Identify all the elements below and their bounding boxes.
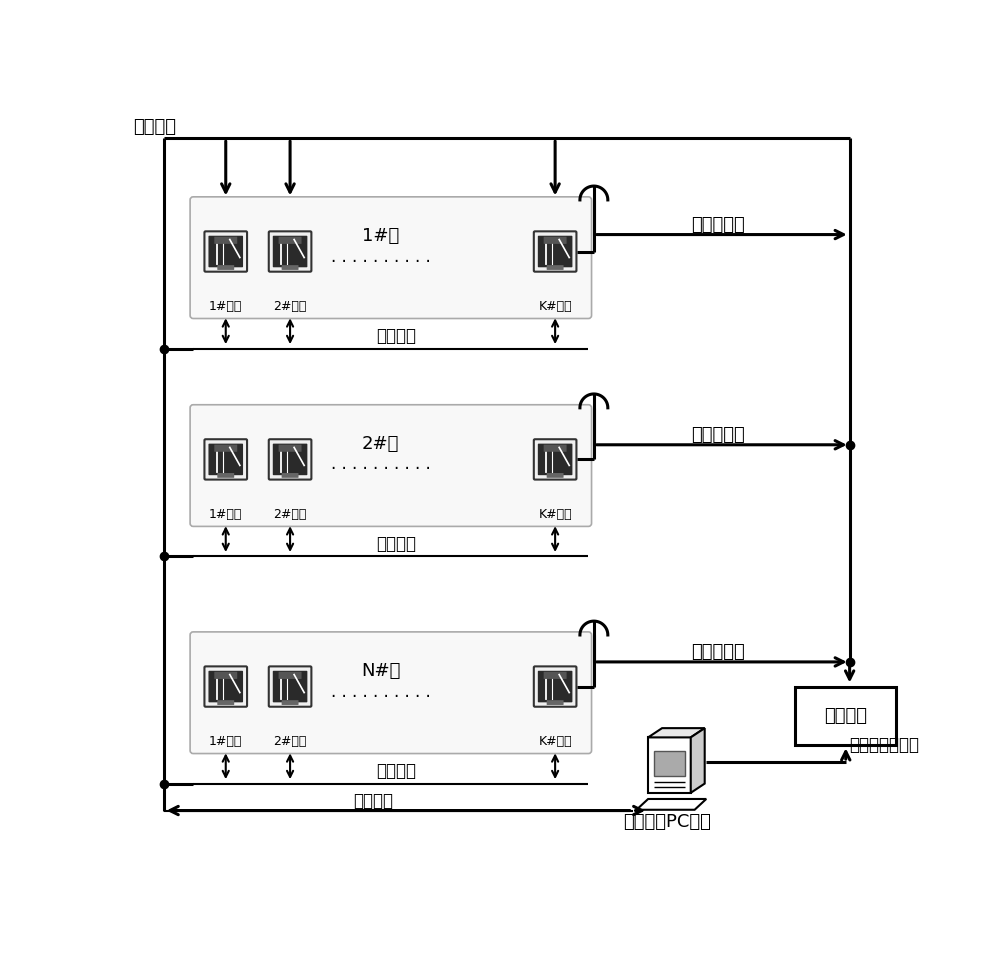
Text: · · · · · · · · · ·: · · · · · · · · · · bbox=[331, 460, 431, 479]
FancyBboxPatch shape bbox=[534, 232, 576, 271]
Polygon shape bbox=[691, 728, 705, 793]
Text: ·
·
·: · · · bbox=[160, 562, 167, 629]
Text: K#模块: K#模块 bbox=[538, 300, 572, 312]
FancyBboxPatch shape bbox=[547, 701, 564, 705]
Bar bbox=[795, 687, 896, 744]
FancyBboxPatch shape bbox=[204, 667, 247, 706]
Text: 2#模块: 2#模块 bbox=[273, 300, 307, 312]
Text: 通信总线: 通信总线 bbox=[376, 327, 416, 345]
FancyBboxPatch shape bbox=[279, 671, 302, 679]
FancyBboxPatch shape bbox=[204, 439, 247, 480]
FancyBboxPatch shape bbox=[217, 473, 234, 478]
Text: K#模块: K#模块 bbox=[538, 735, 572, 747]
FancyBboxPatch shape bbox=[538, 235, 572, 268]
FancyBboxPatch shape bbox=[544, 445, 567, 451]
Polygon shape bbox=[648, 738, 691, 793]
Text: 2#行: 2#行 bbox=[362, 435, 399, 453]
FancyBboxPatch shape bbox=[282, 473, 299, 478]
Text: 输入电源: 输入电源 bbox=[133, 118, 176, 136]
Text: 通信总线: 通信总线 bbox=[376, 535, 416, 553]
FancyBboxPatch shape bbox=[190, 405, 592, 526]
Text: 电子负载控制线: 电子负载控制线 bbox=[850, 737, 920, 754]
FancyBboxPatch shape bbox=[282, 265, 299, 270]
Text: 1#行: 1#行 bbox=[362, 227, 399, 245]
FancyBboxPatch shape bbox=[544, 236, 567, 244]
FancyBboxPatch shape bbox=[214, 236, 237, 244]
FancyBboxPatch shape bbox=[208, 670, 243, 703]
FancyBboxPatch shape bbox=[190, 197, 592, 318]
Text: 1#模块: 1#模块 bbox=[209, 508, 242, 521]
FancyBboxPatch shape bbox=[273, 444, 307, 475]
FancyBboxPatch shape bbox=[273, 235, 307, 268]
Text: N#行: N#行 bbox=[361, 663, 400, 680]
Text: · · · · · · · · · ·: · · · · · · · · · · bbox=[331, 688, 431, 705]
FancyBboxPatch shape bbox=[538, 670, 572, 703]
FancyBboxPatch shape bbox=[279, 445, 302, 451]
Text: · · · · · · · · · ·: · · · · · · · · · · bbox=[331, 253, 431, 270]
FancyBboxPatch shape bbox=[534, 667, 576, 706]
FancyBboxPatch shape bbox=[269, 439, 311, 480]
FancyBboxPatch shape bbox=[547, 265, 564, 270]
FancyBboxPatch shape bbox=[204, 232, 247, 271]
Text: 电子负载: 电子负载 bbox=[824, 706, 867, 725]
Text: 2#模块: 2#模块 bbox=[273, 735, 307, 747]
FancyBboxPatch shape bbox=[279, 236, 302, 244]
FancyBboxPatch shape bbox=[214, 671, 237, 679]
FancyBboxPatch shape bbox=[269, 232, 311, 271]
Text: 通信总线: 通信总线 bbox=[353, 791, 393, 810]
FancyBboxPatch shape bbox=[208, 235, 243, 268]
FancyBboxPatch shape bbox=[544, 671, 567, 679]
FancyBboxPatch shape bbox=[547, 473, 564, 478]
Text: 输出汇流排: 输出汇流排 bbox=[691, 216, 745, 234]
FancyBboxPatch shape bbox=[534, 439, 576, 480]
FancyBboxPatch shape bbox=[273, 670, 307, 703]
FancyBboxPatch shape bbox=[269, 667, 311, 706]
Text: 1#模块: 1#模块 bbox=[209, 735, 242, 747]
Text: 上位机（PC机）: 上位机（PC机） bbox=[624, 813, 711, 831]
FancyBboxPatch shape bbox=[217, 265, 234, 270]
FancyBboxPatch shape bbox=[214, 445, 237, 451]
Text: 输出汇流排: 输出汇流排 bbox=[691, 426, 745, 444]
Polygon shape bbox=[648, 728, 705, 738]
Text: 输出汇流排: 输出汇流排 bbox=[691, 643, 745, 661]
Bar bbox=[654, 751, 685, 775]
FancyBboxPatch shape bbox=[190, 631, 592, 753]
FancyBboxPatch shape bbox=[282, 701, 299, 705]
Polygon shape bbox=[637, 799, 706, 810]
FancyBboxPatch shape bbox=[208, 444, 243, 475]
FancyBboxPatch shape bbox=[538, 444, 572, 475]
FancyBboxPatch shape bbox=[217, 701, 234, 705]
Text: 通信总线: 通信总线 bbox=[376, 762, 416, 780]
Text: 1#模块: 1#模块 bbox=[209, 300, 242, 312]
Text: 2#模块: 2#模块 bbox=[273, 508, 307, 521]
Text: K#模块: K#模块 bbox=[538, 508, 572, 521]
